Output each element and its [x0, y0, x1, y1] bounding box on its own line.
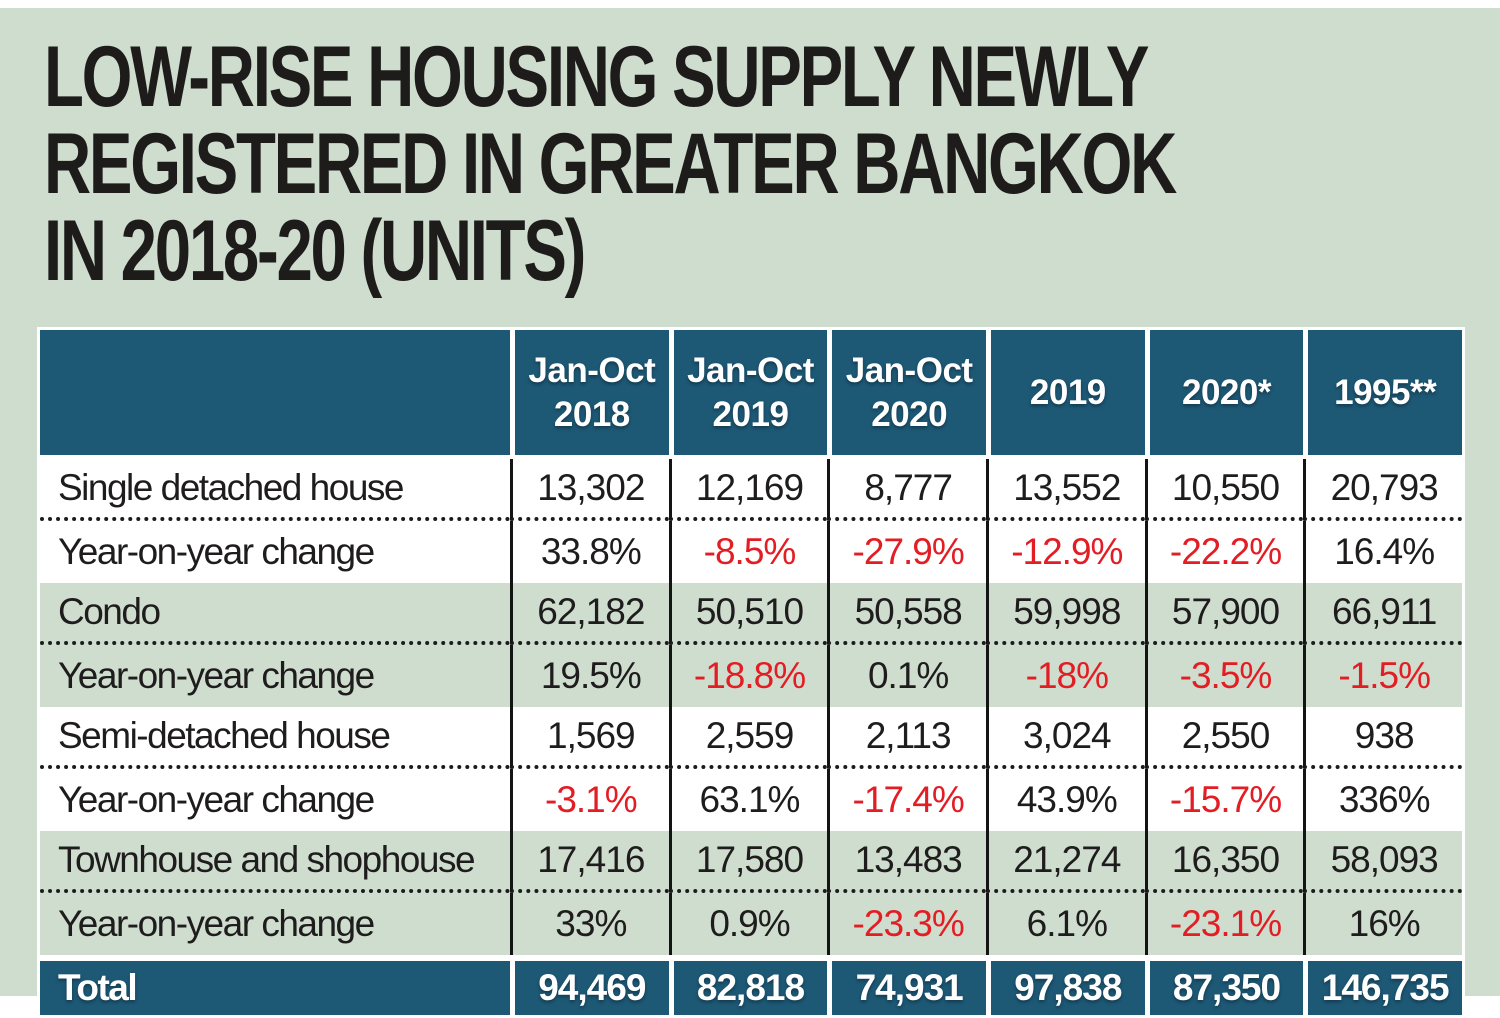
- data-cell: 17,416: [510, 831, 669, 893]
- total-cell: 87,350: [1144, 961, 1304, 1015]
- header-label: 1995**: [1334, 372, 1437, 412]
- data-cell: 58,093: [1303, 831, 1462, 893]
- data-cell: 33%: [510, 893, 669, 955]
- row-label: Year-on-year change: [40, 893, 510, 955]
- data-cell: 21,274: [986, 831, 1145, 893]
- data-cell: 0.9%: [668, 893, 828, 955]
- table-row-townhouse-units: Townhouse and shophouse 17,416 17,580 13…: [40, 831, 1462, 893]
- data-cell: 8,777: [827, 459, 986, 521]
- data-cell: 2,113: [827, 707, 986, 769]
- data-cell: -15.7%: [1144, 769, 1304, 831]
- data-cell: 0.1%: [827, 645, 986, 707]
- data-cell: 1,569: [510, 707, 669, 769]
- header-label: 2019: [1029, 372, 1106, 412]
- data-cell: 33.8%: [510, 521, 669, 583]
- data-cell: -18.8%: [668, 645, 828, 707]
- header-cell-2020: 2020*: [1144, 330, 1304, 455]
- table-row-condo-yoy: Year-on-year change 19.5% -18.8% 0.1% -1…: [40, 645, 1462, 707]
- data-cell: -23.1%: [1144, 893, 1304, 955]
- data-cell: 59,998: [986, 583, 1145, 645]
- header-cell-blank: [40, 330, 510, 455]
- total-label: Total: [40, 961, 510, 1015]
- total-cell: 146,735: [1303, 961, 1462, 1015]
- table-divider: [40, 455, 1462, 459]
- table-total-row: Total 94,469 82,818 74,931 97,838 87,350…: [40, 961, 1462, 1015]
- row-label: Townhouse and shophouse: [40, 831, 510, 893]
- total-cell: 97,838: [986, 961, 1145, 1015]
- data-cell: 13,302: [510, 459, 669, 521]
- data-cell: 2,550: [1144, 707, 1304, 769]
- table-header-row: Jan-Oct 2018 Jan-Oct 2019 Jan-Oct 2020 2…: [40, 330, 1462, 455]
- table-divider: [40, 955, 1462, 961]
- table-row-single-detached-units: Single detached house 13,302 12,169 8,77…: [40, 459, 1462, 521]
- table-row-semi-detached-units: Semi-detached house 1,569 2,559 2,113 3,…: [40, 707, 1462, 769]
- data-cell: 938: [1303, 707, 1462, 769]
- data-cell: 43.9%: [986, 769, 1145, 831]
- data-cell: -22.2%: [1144, 521, 1304, 583]
- data-cell: 3,024: [986, 707, 1145, 769]
- header-label: Jan-Oct: [528, 350, 656, 390]
- data-cell: -12.9%: [986, 521, 1145, 583]
- row-label: Year-on-year change: [40, 769, 510, 831]
- header-label: Jan-Oct: [845, 350, 973, 390]
- title-line-2: REGISTERED IN GREATER BANGKOK: [44, 116, 1177, 212]
- header-cell-jan-oct-2019: Jan-Oct 2019: [668, 330, 828, 455]
- data-cell: 50,558: [827, 583, 986, 645]
- header-cell-1995: 1995**: [1303, 330, 1462, 455]
- total-cell: 82,818: [668, 961, 828, 1015]
- row-label: Semi-detached house: [40, 707, 510, 769]
- header-label: 2020*: [1182, 372, 1271, 412]
- data-cell: 16,350: [1144, 831, 1304, 893]
- table-row-single-detached-yoy: Year-on-year change 33.8% -8.5% -27.9% -…: [40, 521, 1462, 583]
- data-cell: 57,900: [1144, 583, 1304, 645]
- header-label: 2020: [871, 394, 948, 434]
- header-label: 2018: [553, 394, 630, 434]
- header-cell-jan-oct-2018: Jan-Oct 2018: [510, 330, 669, 455]
- header-label: Jan-Oct: [687, 350, 814, 390]
- data-cell: -17.4%: [827, 769, 986, 831]
- row-label: Single detached house: [40, 459, 510, 521]
- title-line-3: IN 2018-20 (UNITS): [44, 203, 586, 299]
- header-label: 2019: [712, 394, 789, 434]
- data-cell: -1.5%: [1303, 645, 1462, 707]
- data-cell: 17,580: [668, 831, 828, 893]
- total-cell: 74,931: [827, 961, 986, 1015]
- data-cell: 63.1%: [668, 769, 828, 831]
- data-cell: 10,550: [1144, 459, 1304, 521]
- data-cell: 19.5%: [510, 645, 669, 707]
- total-cell: 94,469: [510, 961, 669, 1015]
- data-cell: 12,169: [668, 459, 828, 521]
- row-label: Year-on-year change: [40, 521, 510, 583]
- row-label: Year-on-year change: [40, 645, 510, 707]
- data-cell: -8.5%: [668, 521, 828, 583]
- data-cell: 16.4%: [1303, 521, 1462, 583]
- title-line-1: LOW-RISE HOUSING SUPPLY NEWLY: [44, 29, 1149, 125]
- data-cell: 20,793: [1303, 459, 1462, 521]
- table-row-condo-units: Condo 62,182 50,510 50,558 59,998 57,900…: [40, 583, 1462, 645]
- table-row-semi-detached-yoy: Year-on-year change -3.1% 63.1% -17.4% 4…: [40, 769, 1462, 831]
- row-label: Condo: [40, 583, 510, 645]
- header-cell-2019: 2019: [986, 330, 1145, 455]
- data-cell: 16%: [1303, 893, 1462, 955]
- data-cell: 6.1%: [986, 893, 1145, 955]
- data-cell: -18%: [986, 645, 1145, 707]
- data-cell: 50,510: [668, 583, 828, 645]
- data-cell: 62,182: [510, 583, 669, 645]
- data-cell: 13,552: [986, 459, 1145, 521]
- header-cell-jan-oct-2020: Jan-Oct 2020: [827, 330, 986, 455]
- data-cell: 2,559: [668, 707, 828, 769]
- table-row-townhouse-yoy: Year-on-year change 33% 0.9% -23.3% 6.1%…: [40, 893, 1462, 955]
- data-cell: 66,911: [1303, 583, 1462, 645]
- data-cell: -27.9%: [827, 521, 986, 583]
- data-cell: 336%: [1303, 769, 1462, 831]
- data-cell: -3.1%: [510, 769, 669, 831]
- data-cell: -23.3%: [827, 893, 986, 955]
- data-cell: 13,483: [827, 831, 986, 893]
- data-cell: -3.5%: [1144, 645, 1304, 707]
- page-title: LOW-RISE HOUSING SUPPLY NEWLY REGISTERED…: [44, 34, 1500, 295]
- housing-supply-table: Jan-Oct 2018 Jan-Oct 2019 Jan-Oct 2020 2…: [37, 327, 1465, 1018]
